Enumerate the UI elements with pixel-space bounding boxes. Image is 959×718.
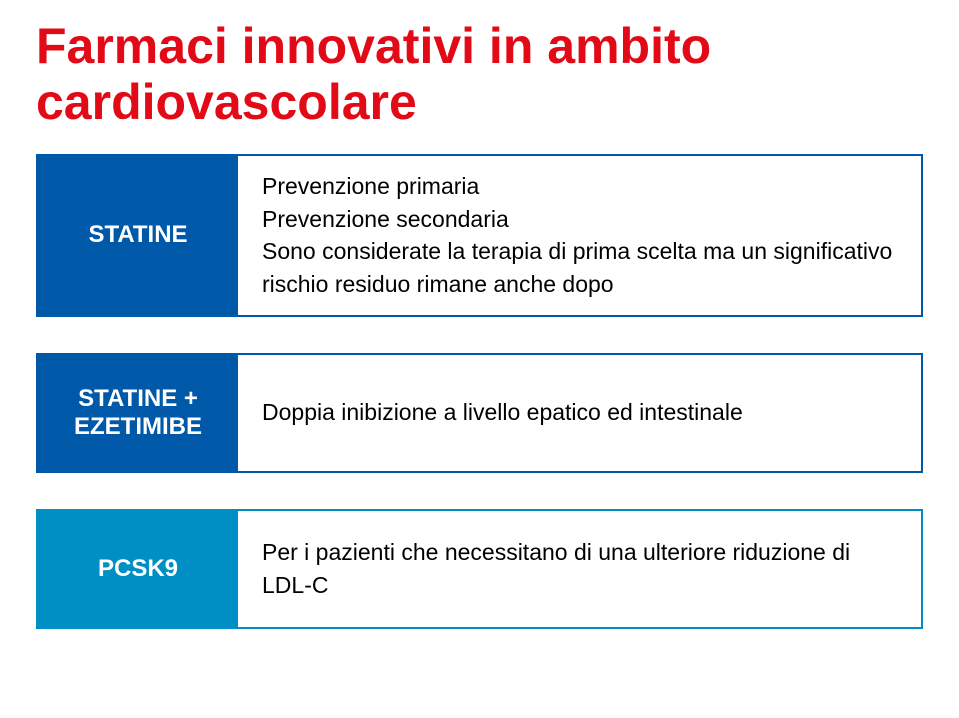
- row-pcsk9: PCSK9 Per i pazienti che necessitano di …: [36, 509, 923, 629]
- row-content-statine-ezetimibe: Doppia inibizione a livello epatico ed i…: [238, 355, 921, 471]
- row-statine: STATINE Prevenzione primaria Prevenzione…: [36, 154, 923, 317]
- page-title: Farmaci innovativi in ambito cardiovasco…: [36, 18, 923, 130]
- content-line: Per i pazienti che necessitano di una ul…: [262, 536, 897, 601]
- content-line: Prevenzione secondaria: [262, 203, 897, 236]
- row-content-pcsk9: Per i pazienti che necessitano di una ul…: [238, 511, 921, 627]
- row-label-statine: STATINE: [38, 156, 238, 315]
- row-label-statine-ezetimibe: STATINE + EZETIMIBE: [38, 355, 238, 471]
- content-line: Sono considerate la terapia di prima sce…: [262, 235, 897, 300]
- row-label-pcsk9: PCSK9: [38, 511, 238, 627]
- row-statine-ezetimibe: STATINE + EZETIMIBE Doppia inibizione a …: [36, 353, 923, 473]
- content-line: Prevenzione primaria: [262, 170, 897, 203]
- content-line: Doppia inibizione a livello epatico ed i…: [262, 396, 897, 429]
- row-content-statine: Prevenzione primaria Prevenzione seconda…: [238, 156, 921, 315]
